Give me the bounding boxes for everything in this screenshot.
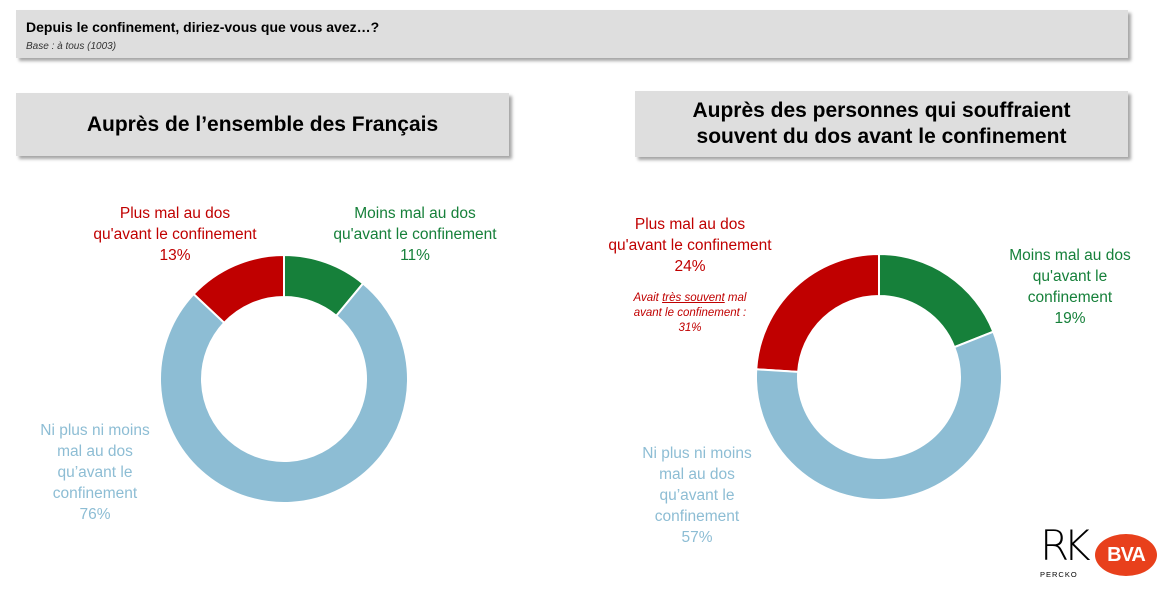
left-label-plus: Plus mal au dos qu'avant le confinement … — [60, 203, 290, 266]
right-label-ni-line4: confinement — [654, 508, 740, 525]
donut-slice-moins — [878, 252, 995, 349]
right-label-plus-line1: Plus mal au dos — [634, 216, 746, 233]
right-label-moins-line2: qu'avant le — [1032, 268, 1108, 285]
left-label-ni-line1: Ni plus ni moins — [40, 422, 150, 439]
chart-title-right: Auprès des personnes qui souffraient sou… — [635, 91, 1128, 157]
right-annotation-line2: avant le confinement : — [633, 307, 747, 319]
annotation-suffix: mal — [724, 292, 747, 304]
right-label-moins-line3: confinement — [1027, 289, 1113, 306]
left-label-plus-line1: Plus mal au dos — [119, 205, 231, 222]
right-label-ni: Ni plus ni moins mal au dos qu’avant le … — [612, 443, 782, 548]
chart-title-right-line1: Auprès des personnes qui souffraient — [692, 99, 1071, 122]
right-label-ni-line2: mal au dos — [659, 466, 735, 483]
left-label-plus-line2: qu'avant le confinement — [93, 226, 257, 243]
left-label-moins-line1: Moins mal au dos — [354, 205, 476, 222]
right-label-plus-value: 24% — [674, 258, 706, 275]
right-label-moins: Moins mal au dos qu'avant le confinement… — [985, 245, 1155, 329]
donut-slice-ni — [755, 330, 1003, 501]
left-label-ni-line3: qu’avant le — [57, 464, 133, 481]
question-header: Depuis le confinement, diriez-vous que v… — [16, 10, 1128, 58]
percko-logo-mark: RK — [1040, 521, 1091, 570]
right-annotation-line3: 31% — [678, 322, 702, 334]
right-annotation-line1: Avait très souvent mal — [600, 291, 780, 306]
annotation-underlined: très souvent — [662, 292, 725, 304]
right-label-moins-line1: Moins mal au dos — [1009, 247, 1131, 264]
right-annotation: Avait très souvent mal avant le confinem… — [600, 291, 780, 336]
donut-right — [755, 252, 1003, 501]
left-label-moins: Moins mal au dos qu'avant le confinement… — [300, 203, 530, 266]
bva-logo: BVA — [1095, 534, 1157, 576]
chart-title-left-text: Auprès de l’ensemble des Français — [86, 112, 439, 136]
donut-slice-ni — [159, 282, 409, 504]
chart-title-left: Auprès de l’ensemble des Français — [16, 93, 509, 156]
left-label-ni-line4: confinement — [52, 485, 138, 502]
question-text: Depuis le confinement, diriez-vous que v… — [26, 19, 380, 35]
left-label-ni: Ni plus ni moins mal au dos qu’avant le … — [10, 420, 180, 525]
left-label-ni-value: 76% — [79, 506, 111, 523]
percko-logo: RK PERCKO — [1040, 521, 1091, 584]
right-label-plus-line2: qu'avant le confinement — [608, 237, 772, 254]
right-label-plus: Plus mal au dos qu'avant le confinement … — [570, 214, 810, 277]
percko-logo-text: PERCKO — [1040, 570, 1078, 579]
donut-left — [159, 253, 409, 504]
left-label-moins-line2: qu'avant le confinement — [333, 226, 497, 243]
left-label-plus-value: 13% — [159, 247, 191, 264]
right-label-ni-line3: qu’avant le — [659, 487, 735, 504]
chart-title-right-line2: souvent du dos avant le confinement — [696, 125, 1067, 148]
annotation-prefix: Avait — [633, 292, 663, 304]
left-label-ni-line2: mal au dos — [57, 443, 133, 460]
left-label-moins-value: 11% — [400, 247, 430, 264]
right-label-ni-value: 57% — [681, 529, 713, 546]
right-label-moins-value: 19% — [1054, 310, 1086, 327]
base-text: Base : à tous (1003) — [26, 41, 117, 52]
right-label-ni-line1: Ni plus ni moins — [642, 445, 752, 462]
